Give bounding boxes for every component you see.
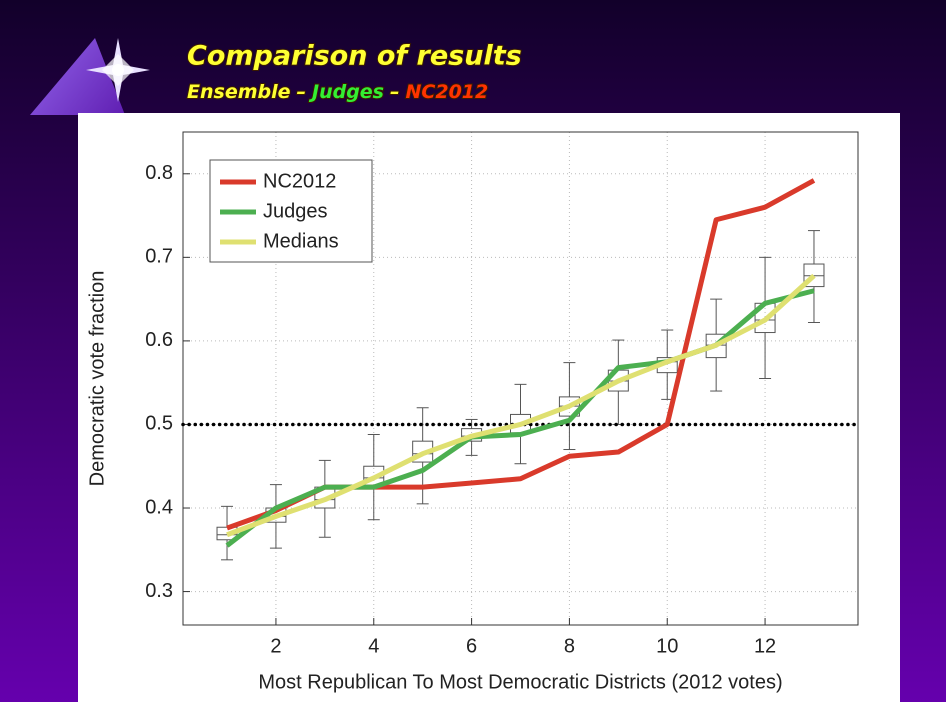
y-tick-label: 0.7: [145, 246, 173, 268]
subtitle-part: Ensemble: [187, 81, 291, 103]
x-tick-label: 2: [270, 635, 281, 657]
plot: 0.3 0.4 0.5 0.6 0.7 0.8 2 4 6 8 10 12 Most Republica…: [86, 131, 860, 693]
subtitle-part: –: [390, 81, 400, 103]
subtitle-part: NC2012: [406, 81, 489, 103]
y-tick-label: 0.3: [145, 580, 173, 602]
y-tick-label: 0.4: [145, 496, 173, 518]
slide-subtitle: Ensemble – Judges – NC2012: [187, 81, 488, 103]
series-line: [226, 273, 816, 538]
y-tick-label: 0.6: [145, 329, 173, 351]
x-tick-label: 12: [754, 635, 776, 657]
x-tick-label: 10: [656, 635, 678, 657]
x-tick-label: 4: [368, 635, 379, 657]
subtitle-part: Judges: [308, 81, 384, 103]
y-axis-label: Democratic vote fraction: [86, 271, 108, 487]
legend-label: Medians: [263, 230, 339, 252]
subtitle-part: –: [297, 81, 307, 103]
slide-title: Comparison of results: [187, 41, 522, 72]
legend-label: NC2012: [263, 170, 336, 192]
legend-label: Judges: [263, 200, 328, 222]
x-tick-label: 6: [466, 635, 477, 657]
x-tick-label: 8: [564, 635, 575, 657]
y-tick-label: 0.5: [145, 413, 173, 435]
star-decoration: [86, 38, 150, 102]
y-tick-label: 0.8: [145, 162, 173, 184]
x-axis-label: Most Republican To Most Democratic Distr…: [258, 671, 782, 693]
plot-frame: [182, 131, 859, 626]
